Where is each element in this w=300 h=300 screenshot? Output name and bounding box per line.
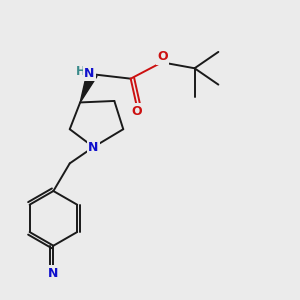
Text: O: O	[158, 50, 168, 64]
Text: N: N	[88, 140, 99, 154]
Text: O: O	[131, 105, 142, 118]
Text: N: N	[84, 67, 94, 80]
Polygon shape	[80, 72, 97, 102]
Text: H: H	[76, 65, 86, 78]
Text: N: N	[48, 267, 59, 280]
